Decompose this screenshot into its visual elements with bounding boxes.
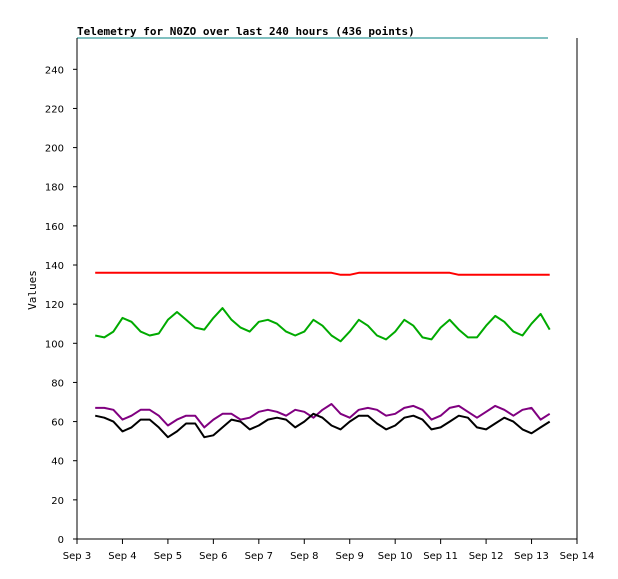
series-line-3 (95, 403, 551, 429)
x-tick-label: Sep 12 (469, 551, 504, 562)
x-tick-label: Sep 3 (63, 551, 91, 562)
x-tick-label: Sep 7 (245, 551, 273, 562)
x-tick-label: Sep 8 (290, 551, 318, 562)
y-tick-label: 160 (45, 222, 64, 233)
y-tick-label: 20 (51, 496, 64, 507)
x-tick-label: Sep 13 (514, 551, 549, 562)
x-axis-ticks: Sep 3 Sep 4 Sep 5 Sep 6 Sep 7 Sep 8 Sep 9 Sep 1… (63, 539, 595, 562)
series-line-2 (94, 307, 551, 343)
x-tick-label: Sep 9 (336, 551, 364, 562)
y-tick-label: 60 (51, 418, 64, 429)
x-tick-label: Sep 10 (378, 551, 413, 562)
y-axis-ticks: 0 20 40 60 80 100 120 140 160 180 200 220 240 (45, 65, 77, 546)
x-tick-label: Sep 14 (560, 551, 595, 562)
y-tick-label: 240 (45, 65, 64, 76)
series-line-1 (95, 271, 550, 276)
x-tick-label: Sep 5 (154, 551, 182, 562)
y-tick-label: 100 (45, 339, 64, 350)
y-tick-label: 40 (51, 457, 64, 468)
chart-title: Telemetry for N0ZO over last 240 hours (… (77, 25, 415, 38)
y-tick-label: 140 (45, 261, 64, 272)
y-tick-label: 180 (45, 183, 64, 194)
y-tick-label: 120 (45, 300, 64, 311)
y-axis-title: Values (26, 270, 39, 310)
y-tick-label: 220 (45, 104, 64, 115)
x-tick-label: Sep 11 (423, 551, 458, 562)
y-tick-label: 80 (51, 378, 64, 389)
x-tick-label: Sep 6 (199, 551, 227, 562)
x-tick-label: Sep 4 (108, 551, 136, 562)
series-lines (94, 271, 551, 439)
series-line-4 (94, 412, 551, 439)
y-tick-label: 200 (45, 144, 64, 155)
y-tick-label: 0 (58, 535, 64, 546)
